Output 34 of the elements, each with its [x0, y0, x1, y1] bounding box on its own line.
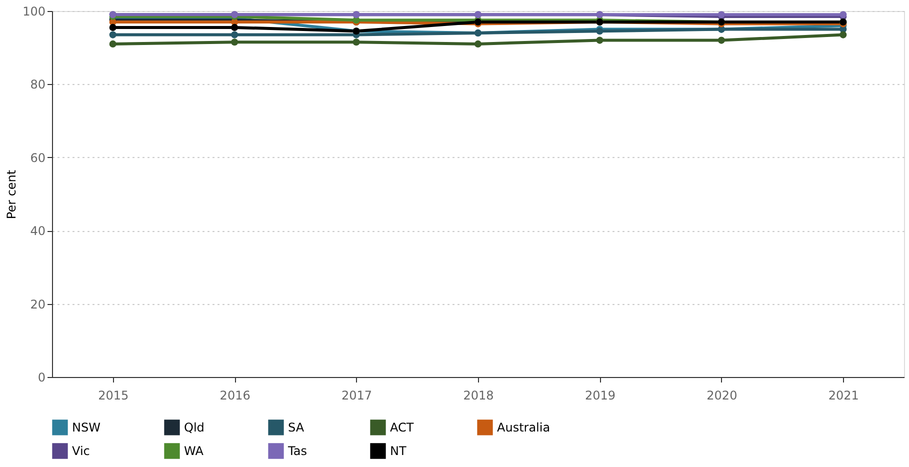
point [231, 24, 238, 31]
legend-label: SA [288, 420, 305, 434]
point [109, 31, 116, 38]
x-tick-label: 2018 [463, 388, 494, 402]
y-tick-label: 100 [22, 4, 46, 18]
x-tick-label: 2020 [706, 388, 738, 402]
point [718, 36, 725, 44]
point [474, 40, 482, 48]
y-tick-label: 40 [30, 224, 46, 238]
x-tick-label: 2016 [220, 388, 250, 402]
point [352, 38, 360, 46]
legend-label: NSW [72, 420, 101, 434]
x-tick-label: 2015 [98, 388, 129, 402]
legend-label: Tas [287, 444, 307, 458]
point [231, 38, 238, 46]
y-tick-label: 0 [38, 370, 46, 384]
legend-label: Vic [72, 444, 90, 458]
point [596, 36, 604, 44]
x-tick-label: 2019 [584, 388, 616, 402]
x-tick-label: 2021 [828, 388, 859, 402]
y-axis-title: Per cent [4, 170, 19, 220]
point [109, 24, 116, 31]
point [231, 31, 238, 38]
legend-label: NT [390, 444, 407, 458]
point [840, 31, 847, 38]
legend-label: WA [184, 444, 204, 458]
legend-label: Qld [184, 420, 204, 434]
legend-label: Australia [497, 420, 550, 434]
y-tick-label: 60 [30, 150, 46, 165]
point [109, 40, 116, 48]
legend-label: ACT [390, 420, 414, 434]
y-tick-label: 20 [30, 297, 46, 312]
y-tick-label: 80 [30, 78, 46, 92]
x-tick-label: 2017 [342, 388, 372, 402]
